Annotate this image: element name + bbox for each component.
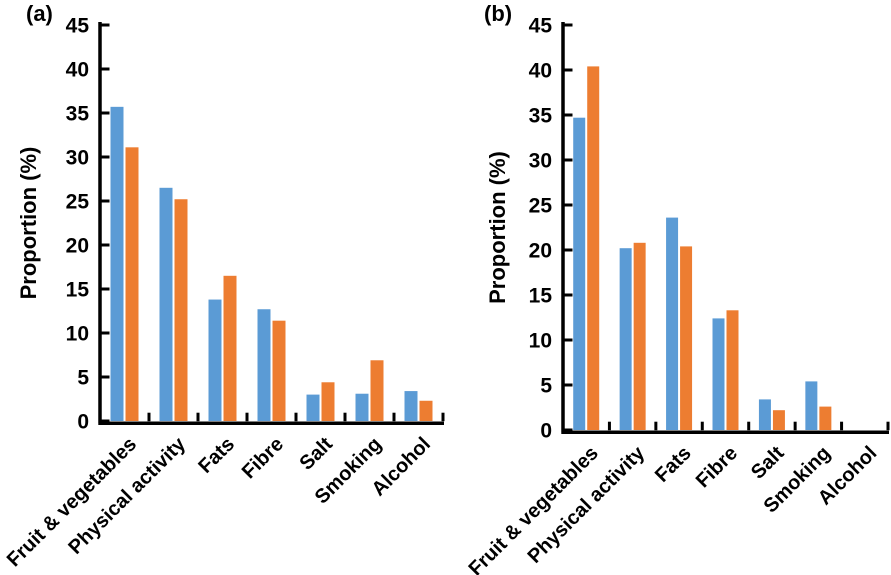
bar-orange: [370, 360, 384, 421]
y-axis-title: Proportion (%): [485, 151, 510, 304]
y-tick-label: 30: [66, 147, 89, 170]
bar-blue: [257, 309, 271, 421]
bar-blue: [306, 394, 320, 421]
bar-blue: [712, 318, 725, 430]
y-tick-label: 15: [529, 285, 553, 308]
bar-orange: [819, 406, 832, 430]
panel-a-label: (a): [26, 1, 53, 26]
bar-orange: [174, 199, 188, 421]
y-tick-label: 45: [66, 15, 90, 38]
bar-blue: [404, 391, 418, 421]
bar-blue: [355, 393, 369, 421]
y-tick-label: 5: [540, 375, 552, 398]
y-tick-label: 45: [529, 15, 553, 38]
bar-blue: [159, 187, 173, 421]
y-tick-label: 35: [529, 105, 553, 128]
y-tick-label: 25: [529, 195, 553, 218]
bar-blue: [573, 117, 586, 430]
axis-line: [561, 22, 889, 434]
bar-orange: [321, 382, 335, 421]
x-category-label: Salt: [296, 433, 338, 475]
bar-blue: [758, 399, 771, 430]
y-tick-label: 10: [529, 330, 552, 353]
x-category-label: Fibre: [692, 442, 742, 492]
y-tick-label: 0: [77, 411, 89, 434]
y-tick-label: 40: [529, 60, 552, 83]
bar-orange: [419, 400, 433, 421]
y-tick-label: 20: [529, 240, 552, 263]
y-tick-label: 15: [66, 279, 90, 302]
bar-orange: [125, 147, 139, 421]
y-tick-label: 40: [66, 59, 89, 82]
x-category-label: Fibre: [238, 433, 288, 483]
bar-blue: [110, 106, 124, 421]
bar-blue: [619, 248, 632, 430]
panel-b-label: (b): [484, 1, 513, 26]
y-tick-label: 25: [66, 191, 90, 214]
y-tick-label: 10: [66, 323, 89, 346]
y-tick-label: 5: [77, 367, 89, 390]
y-tick-label: 0: [540, 420, 552, 443]
x-category-label: Salt: [747, 442, 789, 484]
x-category-label: Fats: [651, 442, 696, 487]
bar-orange: [587, 66, 600, 431]
x-category-label: Fats: [194, 433, 239, 478]
bar-orange: [772, 410, 785, 430]
y-tick-label: 35: [66, 103, 90, 126]
bar-orange: [223, 275, 237, 421]
bar-orange: [633, 242, 646, 430]
bar-blue: [666, 217, 679, 430]
bar-blue: [208, 299, 222, 421]
axis-line: [98, 22, 444, 425]
y-tick-label: 30: [529, 150, 552, 173]
bar-orange: [680, 246, 693, 430]
panel-b: (b) 0 5 10 15 20 25 30 35 40 45 Fruit & vegetables…: [445, 0, 891, 575]
bar-blue: [805, 381, 818, 430]
panel-a: (a) 0 5 10 15 20 25 30 35 40 45 Fruit & vegetables…: [0, 0, 445, 575]
y-axis-title: Proportion (%): [16, 147, 41, 300]
bar-orange: [272, 320, 286, 421]
bar-orange: [726, 310, 739, 430]
y-tick-label: 20: [66, 235, 89, 258]
